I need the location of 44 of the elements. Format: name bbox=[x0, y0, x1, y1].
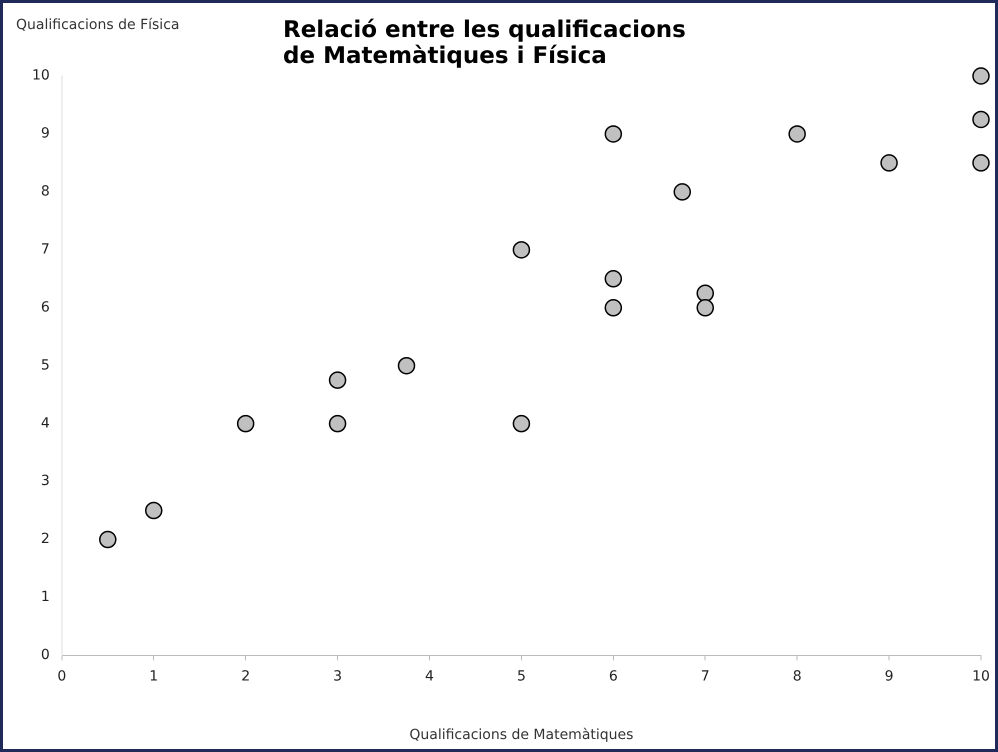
point bbox=[236, 414, 254, 432]
point bbox=[512, 241, 530, 259]
y-tick-label: 5 bbox=[40, 357, 50, 374]
point bbox=[398, 356, 416, 374]
x-tick-label: 1 bbox=[149, 668, 158, 684]
x-tick-label: 5 bbox=[516, 668, 526, 684]
x-tick-label: 0 bbox=[57, 668, 66, 684]
y-tick-label: 7 bbox=[40, 241, 50, 258]
point bbox=[696, 284, 714, 302]
point bbox=[696, 299, 714, 317]
point bbox=[604, 125, 622, 143]
point bbox=[604, 299, 622, 317]
x-tick-label: 6 bbox=[608, 668, 618, 684]
x-tick-label: 4 bbox=[425, 668, 434, 684]
point bbox=[328, 414, 346, 432]
y-tick-label: 1 bbox=[40, 589, 50, 606]
point bbox=[972, 110, 990, 128]
point bbox=[674, 183, 692, 201]
y-tick-label: 10 bbox=[32, 68, 50, 84]
y-tick-label: 8 bbox=[40, 184, 50, 200]
x-tick-label: 3 bbox=[333, 668, 342, 684]
y-tick-label: 3 bbox=[40, 473, 50, 490]
x-tick-label: 7 bbox=[700, 668, 710, 684]
y-tick-label: 4 bbox=[40, 415, 50, 432]
y-tick-label: 0 bbox=[40, 647, 50, 664]
x-tick-label: 2 bbox=[241, 668, 250, 684]
y-tick-label: 9 bbox=[40, 126, 50, 142]
chart-title: Relació entre les qualificacions de Matemàtiques i Física bbox=[282, 17, 687, 69]
point bbox=[144, 502, 162, 520]
point bbox=[604, 270, 622, 288]
point bbox=[788, 125, 806, 143]
point bbox=[972, 154, 990, 172]
y-tick-label: 2 bbox=[40, 531, 50, 548]
x-axis-title: Qualificacions de Matemàtiques bbox=[409, 727, 634, 744]
y-tick-label: 6 bbox=[40, 299, 50, 316]
x-tick-label: 10 bbox=[972, 668, 990, 684]
point bbox=[99, 530, 117, 548]
x-tick-label: 8 bbox=[792, 668, 802, 684]
point bbox=[328, 371, 346, 389]
y-axis-title: Qualificacions de Física bbox=[16, 17, 180, 33]
x-tick-label: 9 bbox=[884, 668, 894, 684]
point bbox=[512, 414, 530, 432]
point bbox=[972, 67, 990, 85]
point bbox=[880, 154, 898, 172]
